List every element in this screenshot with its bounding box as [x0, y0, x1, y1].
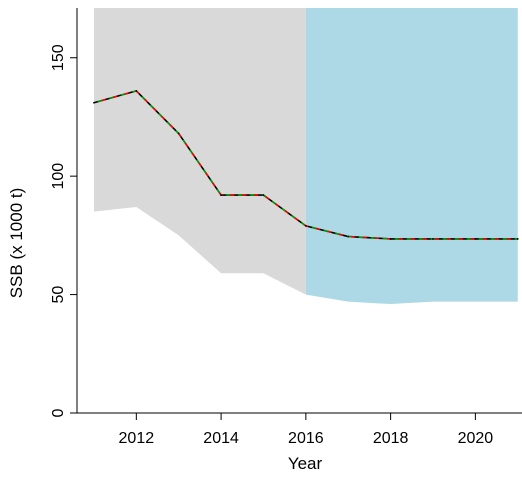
- data-point: [304, 224, 307, 227]
- x-tick-label: 2012: [119, 430, 155, 447]
- series-lines: [93, 89, 519, 240]
- y-tick-label: 50: [50, 286, 67, 304]
- x-tick-label: 2018: [373, 430, 409, 447]
- y-tick-label: 100: [50, 163, 67, 190]
- data-point: [262, 194, 265, 197]
- data-point: [177, 132, 180, 135]
- data-point: [220, 194, 222, 197]
- x-tick-label: 2020: [458, 430, 494, 447]
- data-point: [347, 235, 350, 238]
- x-tick-label: 2014: [203, 430, 239, 447]
- data-point: [135, 89, 138, 92]
- uncertainty-bands: [93, 8, 518, 305]
- data-point: [389, 238, 392, 240]
- data-point: [516, 238, 519, 240]
- data-point: [474, 238, 477, 240]
- x-tick-label: 2016: [288, 430, 324, 447]
- forecast-band: [305, 8, 518, 305]
- y-tick-label: 150: [50, 44, 67, 71]
- y-tick-label: 0: [50, 408, 67, 417]
- y-axis-label: SSB (x 1000 t): [7, 188, 26, 299]
- historical-band: [93, 8, 306, 295]
- data-point: [93, 101, 95, 104]
- data-point: [432, 238, 434, 240]
- axes: 2012 2014 2016 2018 2020 0 50 100 150: [50, 8, 522, 447]
- x-axis-label: Year: [288, 454, 323, 473]
